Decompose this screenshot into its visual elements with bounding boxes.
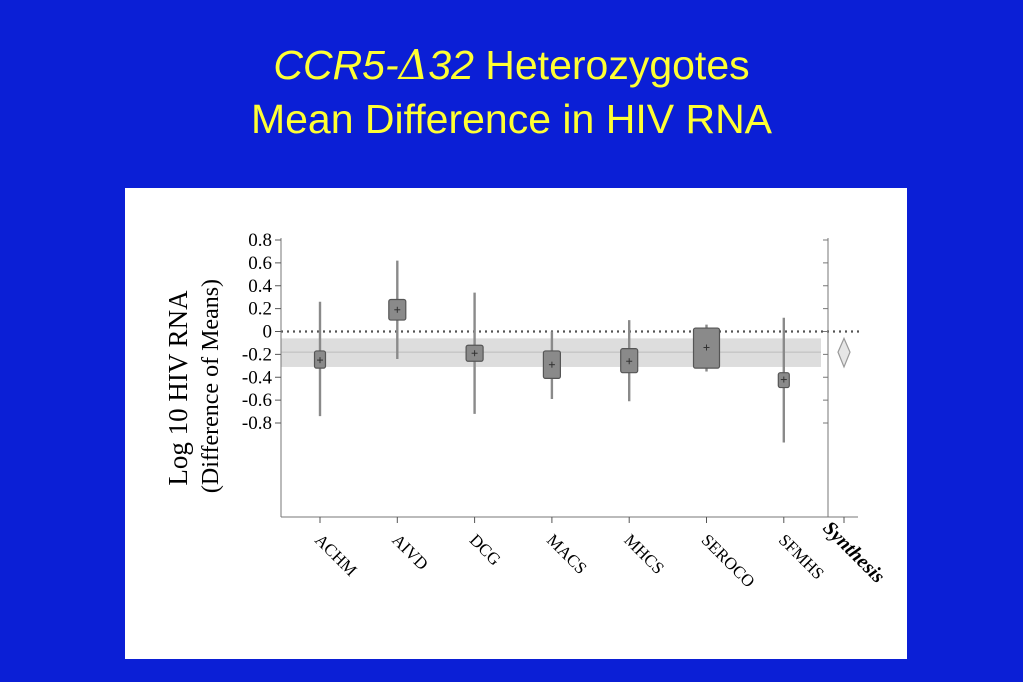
synthesis-label: Synthesis [818,517,889,588]
title-line-1: CCR5-Δ32 Heterozygotes [0,38,1023,92]
x-tick-label: DCG [466,530,505,569]
study-seroco [692,324,721,372]
x-tick-label: MHCS [620,530,668,578]
y-tick-label: 0 [263,322,273,343]
x-tick-label: AIVD [388,530,431,573]
title-line-2: Mean Difference in HIV RNA [250,96,773,142]
y-axis-label-line-1: Log 10 HIV RNA [163,290,193,486]
title-line-1-rest: Heterozygotes [473,42,750,88]
y-tick-label: -0.2 [242,344,272,365]
study-aivd [388,260,407,359]
y-axis-label-line-2: (Difference of Means) [198,279,224,493]
box-chart: 0.80.60.40.20-0.2-0.4-0.6-0.8 ACHM AIVD DC… [163,230,889,591]
synthesis-diamond [837,336,851,369]
x-tick-label: SEROCO [698,530,759,591]
x-tick-label: MACS [543,530,591,578]
y-tick-label: -0.8 [242,413,272,434]
title-gene-prefix: CCR5- [273,42,399,88]
study-mhcs [620,320,639,402]
study-sfmhs [777,317,790,443]
study-dcg [465,292,484,414]
y-tick-label: 0.4 [248,276,272,297]
x-tick-label: ACHM [311,530,361,580]
chart-panel: 0.8 0.6 0.4 0.2 0 -0.2 -0.4 -0.6 -0.8 ACHM AIVD DC… [125,188,907,659]
study-macs [542,331,561,399]
y-tick-label: 0.2 [248,299,272,320]
y-tick-label: -0.6 [242,390,272,411]
slide-title: CCR5-Δ32 Heterozygotes Mean Difference i… [0,38,1023,146]
x-tick-label: SFMHS [775,530,828,583]
title-gene-suffix: 32 [428,42,474,88]
y-tick-label: 0.8 [248,230,272,251]
y-tick-label: 0.6 [248,253,272,274]
study-achm [313,301,327,417]
y-tick-label: -0.4 [242,367,273,388]
title-gene-delta: Δ [398,41,429,89]
